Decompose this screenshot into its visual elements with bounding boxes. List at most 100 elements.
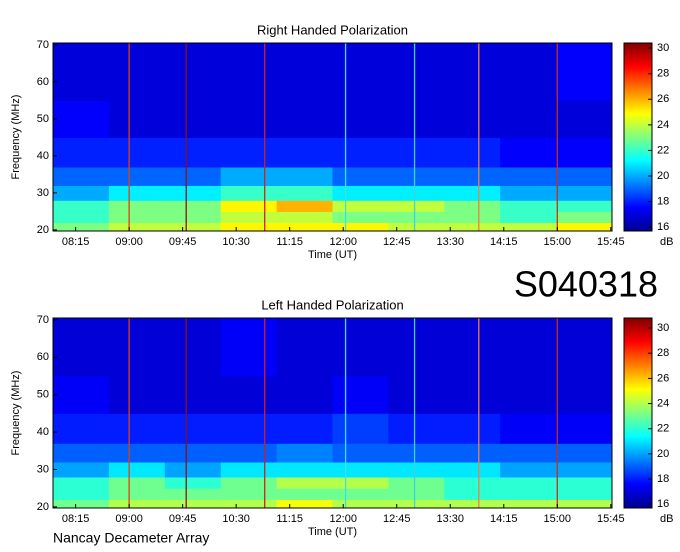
plot-frame — [52, 317, 613, 509]
heatmap-cell — [556, 318, 613, 377]
heatmap-cell — [164, 185, 222, 201]
heatmap-cell — [556, 476, 613, 489]
x-axis-label: Time (UT) — [308, 249, 357, 261]
heatmap-cell — [444, 476, 501, 489]
heatmap-cell — [220, 488, 278, 500]
heatmap-cell — [276, 166, 333, 186]
heatmap-cell — [220, 499, 278, 509]
heatmap-cell — [556, 488, 613, 500]
y-tick-label: 50 — [37, 113, 49, 125]
x-tick-label: 08:15 — [62, 236, 90, 248]
x-tick-label: 08:15 — [62, 513, 90, 525]
x-tick-label: 15:00 — [544, 513, 572, 525]
heatmap-cell — [276, 318, 333, 377]
colorbar-label: dB — [660, 513, 673, 525]
heatmap-cell — [332, 166, 389, 186]
y-tick-label: 20 — [37, 501, 49, 513]
heatmap-cell — [108, 166, 166, 186]
heatmap-cell — [444, 137, 501, 168]
heatmap-cell — [164, 488, 222, 500]
heatmap-cell — [444, 185, 501, 201]
heatmap-cell — [220, 222, 278, 232]
heatmap-cell — [444, 222, 501, 232]
heatmap-cell — [500, 137, 557, 168]
x-tick-label: 09:45 — [169, 513, 197, 525]
x-tick-label: 12:45 — [383, 236, 411, 248]
heatmap-cell — [53, 476, 110, 489]
heatmap-cell — [500, 499, 557, 509]
heatmap-cell — [276, 43, 333, 101]
heatmap-cell — [556, 413, 613, 444]
colorbar-tick-label: 28 — [657, 347, 669, 359]
heatmap-cell — [388, 166, 445, 186]
heatmap-cell — [388, 185, 445, 201]
heatmap-cell — [556, 461, 613, 478]
heatmap-cell — [108, 461, 166, 478]
y-tick-label: 60 — [37, 76, 49, 88]
heatmap-cell — [556, 375, 613, 414]
heatmap-cell — [53, 499, 110, 509]
heatmap-cell — [220, 200, 278, 212]
colorbar-tick-label: 22 — [657, 423, 669, 435]
heatmap-cell — [164, 222, 222, 232]
heatmap-cell — [332, 488, 389, 500]
heatmap-cell — [332, 185, 389, 201]
heatmap-cell — [500, 461, 557, 478]
heatmap-cell — [276, 200, 333, 212]
y-axis-label: Frequency (MHz) — [10, 95, 22, 180]
heatmap-cell — [164, 200, 222, 212]
y-tick-label: 60 — [37, 351, 49, 363]
y-axis-label: Frequency (MHz) — [10, 371, 22, 456]
colorbar-tick-label: 16 — [657, 221, 669, 233]
chart-title: Right Handed Polarization — [257, 22, 408, 37]
heatmap-cell — [108, 211, 166, 223]
colorbar — [623, 42, 653, 232]
heatmap-cell — [108, 375, 166, 414]
heatmap-cell — [556, 499, 613, 509]
x-tick-label: 14:15 — [490, 236, 518, 248]
colorbar-tick-label: 16 — [657, 498, 669, 510]
footer: Nancay Decameter Array — [53, 530, 209, 546]
heatmap-cell — [108, 43, 166, 101]
heatmap-cell — [164, 43, 222, 101]
colorbar-tick-label: 28 — [657, 68, 669, 80]
heatmap-cell — [388, 499, 445, 509]
y-tick-label: 70 — [37, 39, 49, 51]
heatmap-cell — [108, 137, 166, 168]
x-tick-label: 15:45 — [597, 513, 625, 525]
colorbar-tick-label: 24 — [657, 397, 669, 409]
heatmap-cell — [556, 200, 613, 212]
heatmap-cell — [500, 200, 557, 212]
heatmap-cell — [444, 166, 501, 186]
heatmap-cell — [53, 222, 110, 232]
x-tick-label: 11:15 — [276, 236, 303, 248]
heatmap-cell — [388, 488, 445, 500]
heatmap-cell — [500, 185, 557, 201]
heatmap-cell — [388, 43, 445, 101]
heatmap-cell — [108, 476, 166, 489]
heatmap-cell — [53, 413, 110, 444]
heatmap-cell — [332, 100, 389, 138]
heatmap-cell — [220, 185, 278, 201]
heatmap-cell — [332, 461, 389, 478]
colorbar-tick-label: 20 — [657, 170, 669, 182]
heatmap-cell — [276, 413, 333, 444]
heatmap-cell — [556, 166, 613, 186]
heatmap-cell — [220, 413, 278, 444]
heatmap-cell — [332, 211, 389, 223]
heatmap-cell — [53, 375, 110, 414]
heatmap-cell — [164, 499, 222, 509]
heatmap-cell — [388, 375, 445, 414]
heatmap-cell — [276, 222, 333, 232]
heatmap-cell — [276, 476, 333, 489]
x-tick-label: 13:30 — [436, 236, 464, 248]
heatmap-cell — [276, 137, 333, 168]
colorbar — [623, 317, 653, 509]
heatmap-cell — [53, 43, 110, 101]
colorbar-tick-label: 30 — [657, 322, 669, 334]
heatmap-cell — [53, 200, 110, 212]
heatmap-cell — [332, 222, 389, 232]
heatmap-cell — [276, 185, 333, 201]
y-tick-label: 50 — [37, 389, 49, 401]
